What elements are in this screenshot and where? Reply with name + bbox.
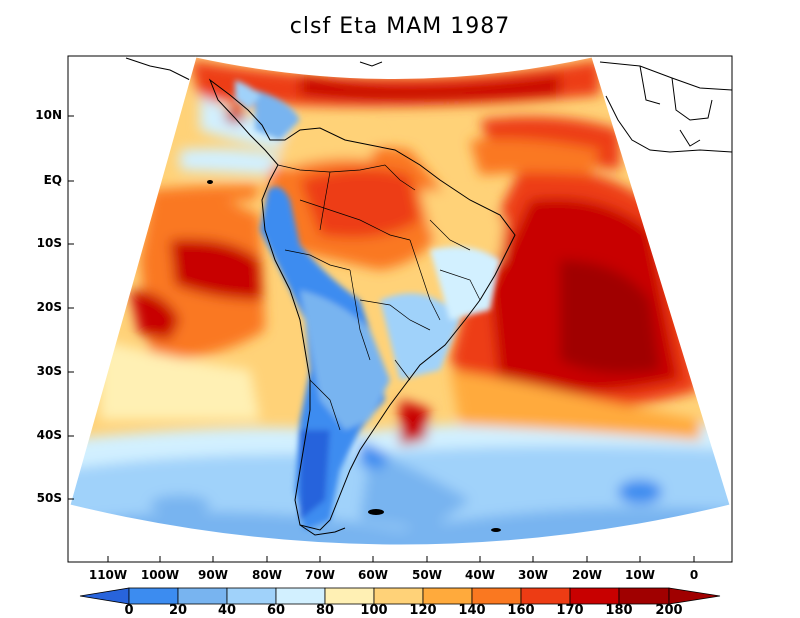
lon-label-50w: 50W xyxy=(412,568,442,582)
lon-label-30w: 30W xyxy=(518,568,548,582)
colorbar-swatch-11 xyxy=(618,587,670,605)
colorbar-swatch-4 xyxy=(275,587,326,605)
lon-label-70w: 70W xyxy=(305,568,335,582)
colorbar-swatch-5 xyxy=(324,587,375,605)
lon-label-100w: 100W xyxy=(140,568,180,582)
colorbar-swatch-2 xyxy=(177,587,228,605)
lon-label-20w: 20W xyxy=(572,568,602,582)
lon-label-40w: 40W xyxy=(465,568,495,582)
colorbar-swatch-1 xyxy=(128,587,179,605)
islands xyxy=(207,180,501,532)
lat-label-10s: 10S xyxy=(36,236,62,250)
africa-outline xyxy=(599,61,733,153)
lat-label-eq: EQ xyxy=(43,173,62,187)
lat-label-10n: 10N xyxy=(35,108,62,122)
colorbar-label-140: 140 xyxy=(458,603,486,618)
colorbar-label-120: 120 xyxy=(409,603,437,618)
colorbar-label-100: 100 xyxy=(360,603,388,618)
colorbar-label-20: 20 xyxy=(168,603,188,618)
lon-label-80w: 80W xyxy=(252,568,282,582)
colorbar xyxy=(79,587,721,605)
lat-label-30s: 30S xyxy=(36,364,62,378)
map-title: clsf Eta MAM 1987 xyxy=(289,14,511,39)
lon-label-0: 0 xyxy=(689,568,699,582)
colorbar-label-40: 40 xyxy=(217,603,237,618)
lat-label-20s: 20S xyxy=(36,300,62,314)
colorbar-label-160: 160 xyxy=(507,603,535,618)
lon-label-60w: 60W xyxy=(358,568,388,582)
colorbar-swatch-6 xyxy=(373,587,424,605)
lon-label-110w: 110W xyxy=(88,568,128,582)
colorbar-label-60: 60 xyxy=(266,603,286,618)
colorbar-swatch-3 xyxy=(226,587,277,605)
colorbar-label-0: 0 xyxy=(124,603,134,618)
lon-label-10w: 10W xyxy=(625,568,655,582)
colorbar-label-180: 180 xyxy=(605,603,633,618)
coastline-south-america xyxy=(208,78,516,536)
colorbar-swatch-9 xyxy=(520,587,571,605)
colorbar-left-arrow xyxy=(79,587,130,605)
country-borders xyxy=(277,164,481,431)
caribbean-outline xyxy=(125,57,383,81)
lon-ticks xyxy=(107,556,695,562)
lon-label-90w: 90W xyxy=(198,568,228,582)
colorbar-label-200: 200 xyxy=(655,603,683,618)
lat-label-40s: 40S xyxy=(36,428,62,442)
colorbar-label-80: 80 xyxy=(315,603,335,618)
colorbar-swatch-7 xyxy=(422,587,473,605)
domain-border xyxy=(69,56,731,546)
colorbar-swatch-10 xyxy=(569,587,620,605)
lat-ticks xyxy=(68,115,74,500)
colorbar-swatch-8 xyxy=(471,587,522,605)
colorbar-label-170: 170 xyxy=(556,603,584,618)
lat-label-50s: 50S xyxy=(36,491,62,505)
colorbar-right-arrow xyxy=(668,587,721,605)
